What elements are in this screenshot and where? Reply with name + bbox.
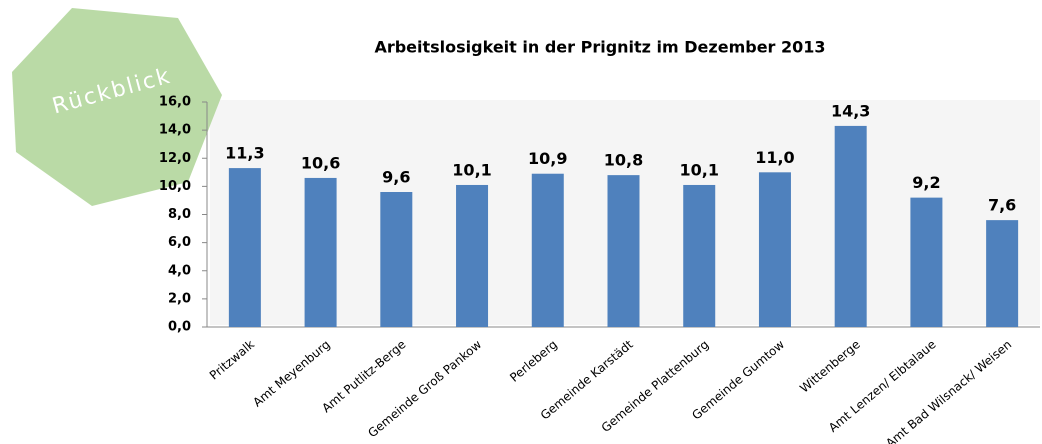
value-label: 10,9 <box>528 149 567 168</box>
x-tick-label: Pritzwalk <box>207 337 257 382</box>
bar <box>531 173 564 327</box>
value-label: 10,1 <box>452 160 491 179</box>
bar <box>456 184 489 327</box>
bar <box>834 125 867 327</box>
value-label: 9,6 <box>382 168 410 187</box>
bar <box>228 168 261 327</box>
y-tick-label: 16,0 <box>159 95 191 110</box>
chart-title: Arbeitslosigkeit in der Prignitz im Deze… <box>374 38 825 57</box>
y-tick-label: 12,0 <box>159 151 191 166</box>
x-tick-label: Perleberg <box>507 337 560 384</box>
y-tick-label: 4,0 <box>168 263 191 278</box>
value-label: 10,8 <box>604 151 643 170</box>
y-tick-label: 14,0 <box>159 123 191 138</box>
value-label: 10,1 <box>679 160 718 179</box>
y-tick-label: 2,0 <box>168 291 191 306</box>
bar <box>986 220 1019 327</box>
badge <box>12 8 222 206</box>
bar <box>380 192 413 327</box>
x-tick-label: Wittenberge <box>797 337 863 395</box>
x-tick-label: Amt Meyenburg <box>250 337 332 409</box>
bar <box>304 177 337 327</box>
y-tick-label: 6,0 <box>168 235 191 250</box>
bar <box>910 197 943 327</box>
y-tick-label: 10,0 <box>159 179 191 194</box>
y-tick-label: 8,0 <box>168 207 191 222</box>
value-label: 11,0 <box>755 148 794 167</box>
value-label: 14,3 <box>831 101 870 120</box>
value-label: 9,2 <box>912 173 940 192</box>
value-label: 11,3 <box>225 144 264 163</box>
x-tick-label: Amt Bad Wilsnack/ Weisen <box>883 337 1014 444</box>
bar <box>607 175 640 327</box>
y-tick-label: 0,0 <box>168 320 191 335</box>
bar <box>758 172 791 327</box>
value-label: 10,6 <box>301 153 340 172</box>
value-label: 7,6 <box>988 196 1016 215</box>
bar <box>683 184 716 327</box>
